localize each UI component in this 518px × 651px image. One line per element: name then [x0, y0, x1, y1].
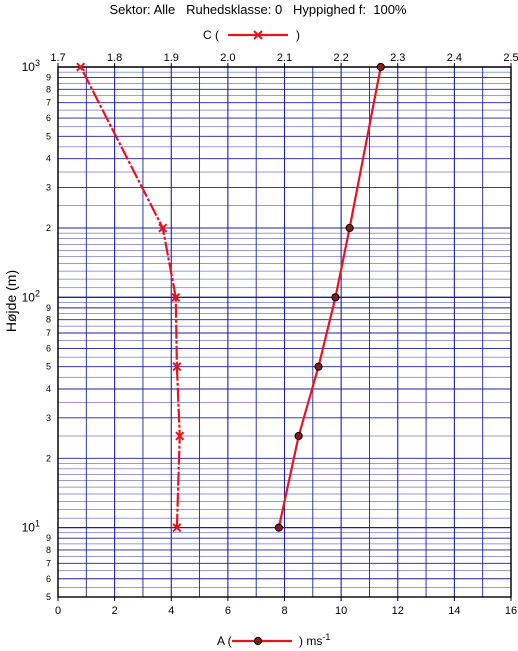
series-a-point	[376, 62, 385, 72]
y-tick-label: 2	[46, 453, 51, 463]
top-tick-label: 2.5	[503, 52, 518, 64]
y-tick-label: 9	[46, 303, 51, 313]
bottom-tick-label: 4	[168, 605, 174, 617]
y-tick-label: 4	[46, 154, 51, 164]
bottom-tick-label: 0	[55, 605, 61, 617]
top-tick-label: 2.4	[447, 52, 462, 64]
series-c-point	[158, 223, 168, 233]
top-axis-label-suffix: )	[296, 28, 300, 42]
series-a-line	[277, 66, 382, 528]
series-c-point	[172, 362, 182, 372]
y-tick-label: 5	[46, 131, 51, 141]
y-tick-label: 8	[46, 315, 51, 325]
y-major-tick-label: 101	[22, 519, 40, 535]
chart-title: Sektor: Alle Ruhedsklasse: 0 Hyppighed f…	[109, 2, 406, 17]
top-legend-x-marker	[253, 30, 263, 40]
y-tick-label: 7	[46, 558, 51, 568]
y-major-tick-label: 103	[22, 58, 40, 74]
bottom-tick-label: 10	[335, 605, 347, 617]
top-axis-legend: C ( )	[203, 28, 300, 42]
bottom-tick-label: 14	[448, 605, 460, 617]
series-a-point	[345, 223, 354, 233]
top-tick-label: 2.1	[277, 52, 292, 64]
y-tick-label: 3	[46, 413, 51, 423]
series-c-line	[79, 66, 181, 528]
bottom-legend-circle-marker	[253, 636, 263, 646]
bottom-axis-legend: A ( ) ms-1	[217, 632, 330, 648]
bottom-tick-label: 12	[392, 605, 404, 617]
y-tick-label: 6	[46, 113, 51, 123]
top-tick-label: 2.2	[333, 52, 348, 64]
top-tick-label: 1.9	[164, 52, 179, 64]
top-tick-label: 1.7	[50, 52, 65, 64]
series-c-point	[171, 292, 181, 302]
bottom-axis-unit: ) ms	[299, 634, 322, 648]
y-tick-label: 6	[46, 574, 51, 584]
bottom-tick-label: 8	[281, 605, 287, 617]
series-a-point	[314, 362, 323, 371]
top-tick-label: 2.3	[390, 52, 405, 64]
y-tick-label: 4	[46, 384, 51, 394]
series-a-point	[294, 431, 303, 441]
y-axis-label: Højde (m)	[3, 270, 19, 332]
bottom-tick-label: 6	[225, 605, 231, 617]
series-a-point	[331, 293, 340, 302]
y-tick-label: 2	[46, 223, 51, 233]
y-tick-label: 3	[46, 182, 51, 192]
y-tick-label: 9	[46, 533, 51, 543]
bottom-tick-label: 2	[112, 605, 118, 617]
plot-area: 0 2 4 6 8 10 12 14 161.7 1.8 1.9 2.0 2.1 2.2 2.3 2.4 2.5…	[22, 52, 518, 617]
y-tick-label: 9	[46, 73, 51, 83]
series-c-point	[175, 431, 185, 441]
y-tick-label: 8	[46, 84, 51, 94]
series-c-point	[76, 62, 86, 72]
y-tick-label: 6	[46, 343, 51, 353]
top-axis-label-prefix: C (	[203, 28, 219, 42]
top-tick-label: 1.8	[107, 52, 122, 64]
bottom-axis-label-suffix: ) ms-1	[299, 632, 330, 648]
top-tick-label: 2.0	[220, 52, 235, 64]
y-tick-label: 7	[46, 98, 51, 108]
y-tick-label: 8	[46, 545, 51, 555]
y-tick-label: 7	[46, 328, 51, 338]
series-c-point	[172, 523, 182, 533]
series-a-point	[274, 523, 283, 532]
y-major-tick-label: 102	[22, 288, 40, 304]
y-tick-label: 5	[46, 592, 51, 602]
bottom-tick-label: 16	[505, 605, 517, 617]
y-tick-label: 5	[46, 362, 51, 372]
bottom-axis-label-prefix: A (	[217, 634, 232, 648]
bottom-axis-unit-exp: -1	[322, 632, 330, 642]
